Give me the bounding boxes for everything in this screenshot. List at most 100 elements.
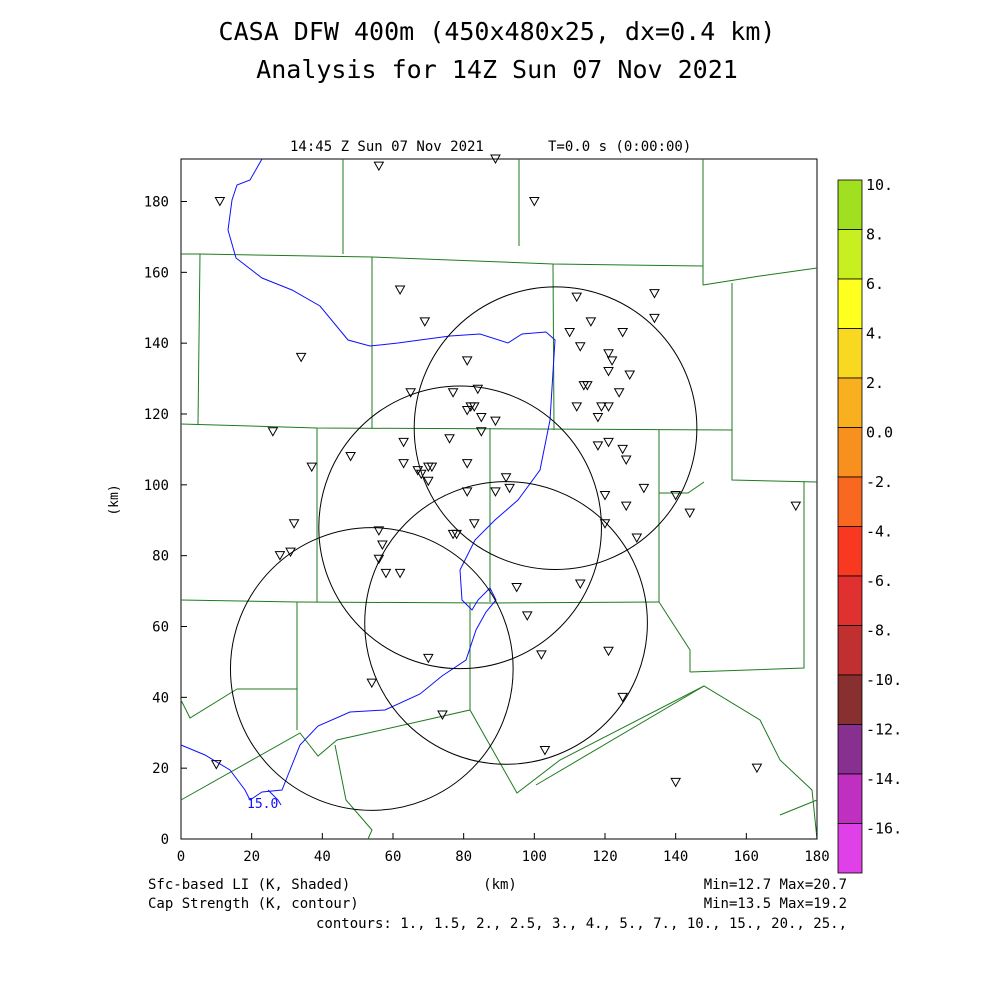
station-marker <box>461 356 473 366</box>
colorbar-swatch <box>837 476 863 527</box>
station-marker <box>585 317 597 327</box>
footer-cap-label: Cap Strength (K, contour) <box>148 896 359 912</box>
station-marker <box>373 161 385 172</box>
colorbar-swatch <box>837 773 863 824</box>
station-marker <box>574 579 586 590</box>
station-marker <box>603 646 614 657</box>
station-marker <box>422 476 434 487</box>
colorbar-label: -14. <box>866 770 902 788</box>
chart-title-line2: Analysis for 14Z Sun 07 Nov 2021 <box>256 55 738 84</box>
colorbar-swatch <box>837 278 863 329</box>
station-marker <box>606 356 618 366</box>
y-tick-label: 180 <box>144 195 169 211</box>
station-marker <box>461 405 473 416</box>
radar-range-ring <box>413 286 698 570</box>
station-marker <box>398 437 409 448</box>
station-marker <box>468 519 480 529</box>
y-tick-label: 80 <box>152 549 169 565</box>
chart-title-line1: CASA DFW 400m (450x480x25, dx=0.4 km) <box>219 17 776 46</box>
station-marker <box>649 289 660 299</box>
station-marker <box>603 349 614 359</box>
colorbar-swatch <box>837 575 863 626</box>
station-marker <box>472 384 484 395</box>
station-marker <box>380 568 392 579</box>
station-marker <box>214 197 226 207</box>
station-marker <box>373 554 385 565</box>
station-marker <box>571 292 583 303</box>
plot-frame <box>180 158 818 840</box>
station-marker <box>461 487 473 497</box>
station-marker <box>475 413 487 423</box>
x-tick-label: 180 <box>804 849 829 865</box>
station-marker <box>394 568 406 579</box>
station-marker <box>670 777 682 788</box>
station-marker <box>596 402 607 412</box>
y-tick-label: 0 <box>161 832 169 848</box>
station-marker <box>751 763 763 774</box>
colorbar: 10. 8. 6. 4. 2. 0.0 -2. -4. -6. -8. -10. -12. -14. -1… <box>837 176 902 874</box>
station-marker <box>620 501 632 512</box>
station-marker <box>504 483 515 494</box>
station-marker <box>617 328 629 338</box>
x-tick-label: 160 <box>734 849 759 865</box>
colorbar-label: -6. <box>866 572 893 590</box>
station-marker <box>490 154 501 165</box>
y-tick-label: 20 <box>152 761 169 777</box>
colorbar-swatch <box>837 427 863 478</box>
footer-contours-list: contours: 1., 1.5, 2., 2.5, 3., 4., 5., … <box>316 916 847 932</box>
x-tick-label: 0 <box>177 849 185 865</box>
y-tick-label: 140 <box>144 336 169 352</box>
station-marker <box>571 402 583 412</box>
station-marker <box>638 483 650 494</box>
station-marker <box>373 526 385 536</box>
station-marker <box>603 402 614 412</box>
station-marker <box>422 653 434 664</box>
colorbar-swatch <box>837 229 863 280</box>
station-marker <box>684 508 696 519</box>
station-marker <box>490 487 501 497</box>
colorbar-label: -16. <box>866 820 902 838</box>
colorbar-label: -10. <box>866 671 902 689</box>
colorbar-swatch <box>837 625 863 676</box>
x-tick-label: 120 <box>592 849 617 865</box>
station-marker <box>366 678 378 689</box>
station-marker <box>521 611 533 621</box>
station-marker <box>419 317 431 327</box>
station-marker <box>624 370 636 381</box>
footer-li-label: Sfc-based LI (K, Shaded) <box>148 877 350 893</box>
station-marker <box>475 427 487 437</box>
station-marker <box>603 437 614 448</box>
footer-minmax-li: Min=12.7 Max=20.7 <box>704 877 847 893</box>
colorbar-label: 4. <box>866 325 884 343</box>
colorbar-swatch <box>837 328 863 379</box>
station-marker <box>210 760 222 770</box>
station-marker <box>581 381 593 391</box>
y-tick-label: 60 <box>152 620 169 636</box>
colorbar-label: -8. <box>866 622 893 640</box>
station-marker <box>398 459 409 469</box>
y-tick-label: 40 <box>152 690 169 706</box>
station-marker <box>670 490 682 501</box>
station-marker <box>267 427 279 437</box>
y-axis-tick-labels: 0 20 40 60 80 100 120 140 160 180 <box>144 195 169 849</box>
x-axis-tick-labels: 0 20 40 60 80 100 120 140 160 180 <box>177 849 830 865</box>
station-marker <box>490 416 501 427</box>
station-marker <box>599 519 611 529</box>
station-marker <box>405 388 417 398</box>
station-marker <box>617 692 629 703</box>
station-marker <box>377 540 388 551</box>
station-marker <box>285 547 296 558</box>
station-marker <box>444 434 455 444</box>
colorbar-label: -4. <box>866 523 893 541</box>
station-marker <box>437 710 448 721</box>
station-marker <box>306 462 318 473</box>
station-marker <box>288 519 300 529</box>
station-marker <box>274 551 286 561</box>
station-marker <box>295 352 307 363</box>
station-marker <box>536 650 547 660</box>
station-marker <box>564 328 576 338</box>
station-marker <box>468 402 480 412</box>
x-tick-label: 60 <box>385 849 402 865</box>
station-marker <box>574 342 586 352</box>
